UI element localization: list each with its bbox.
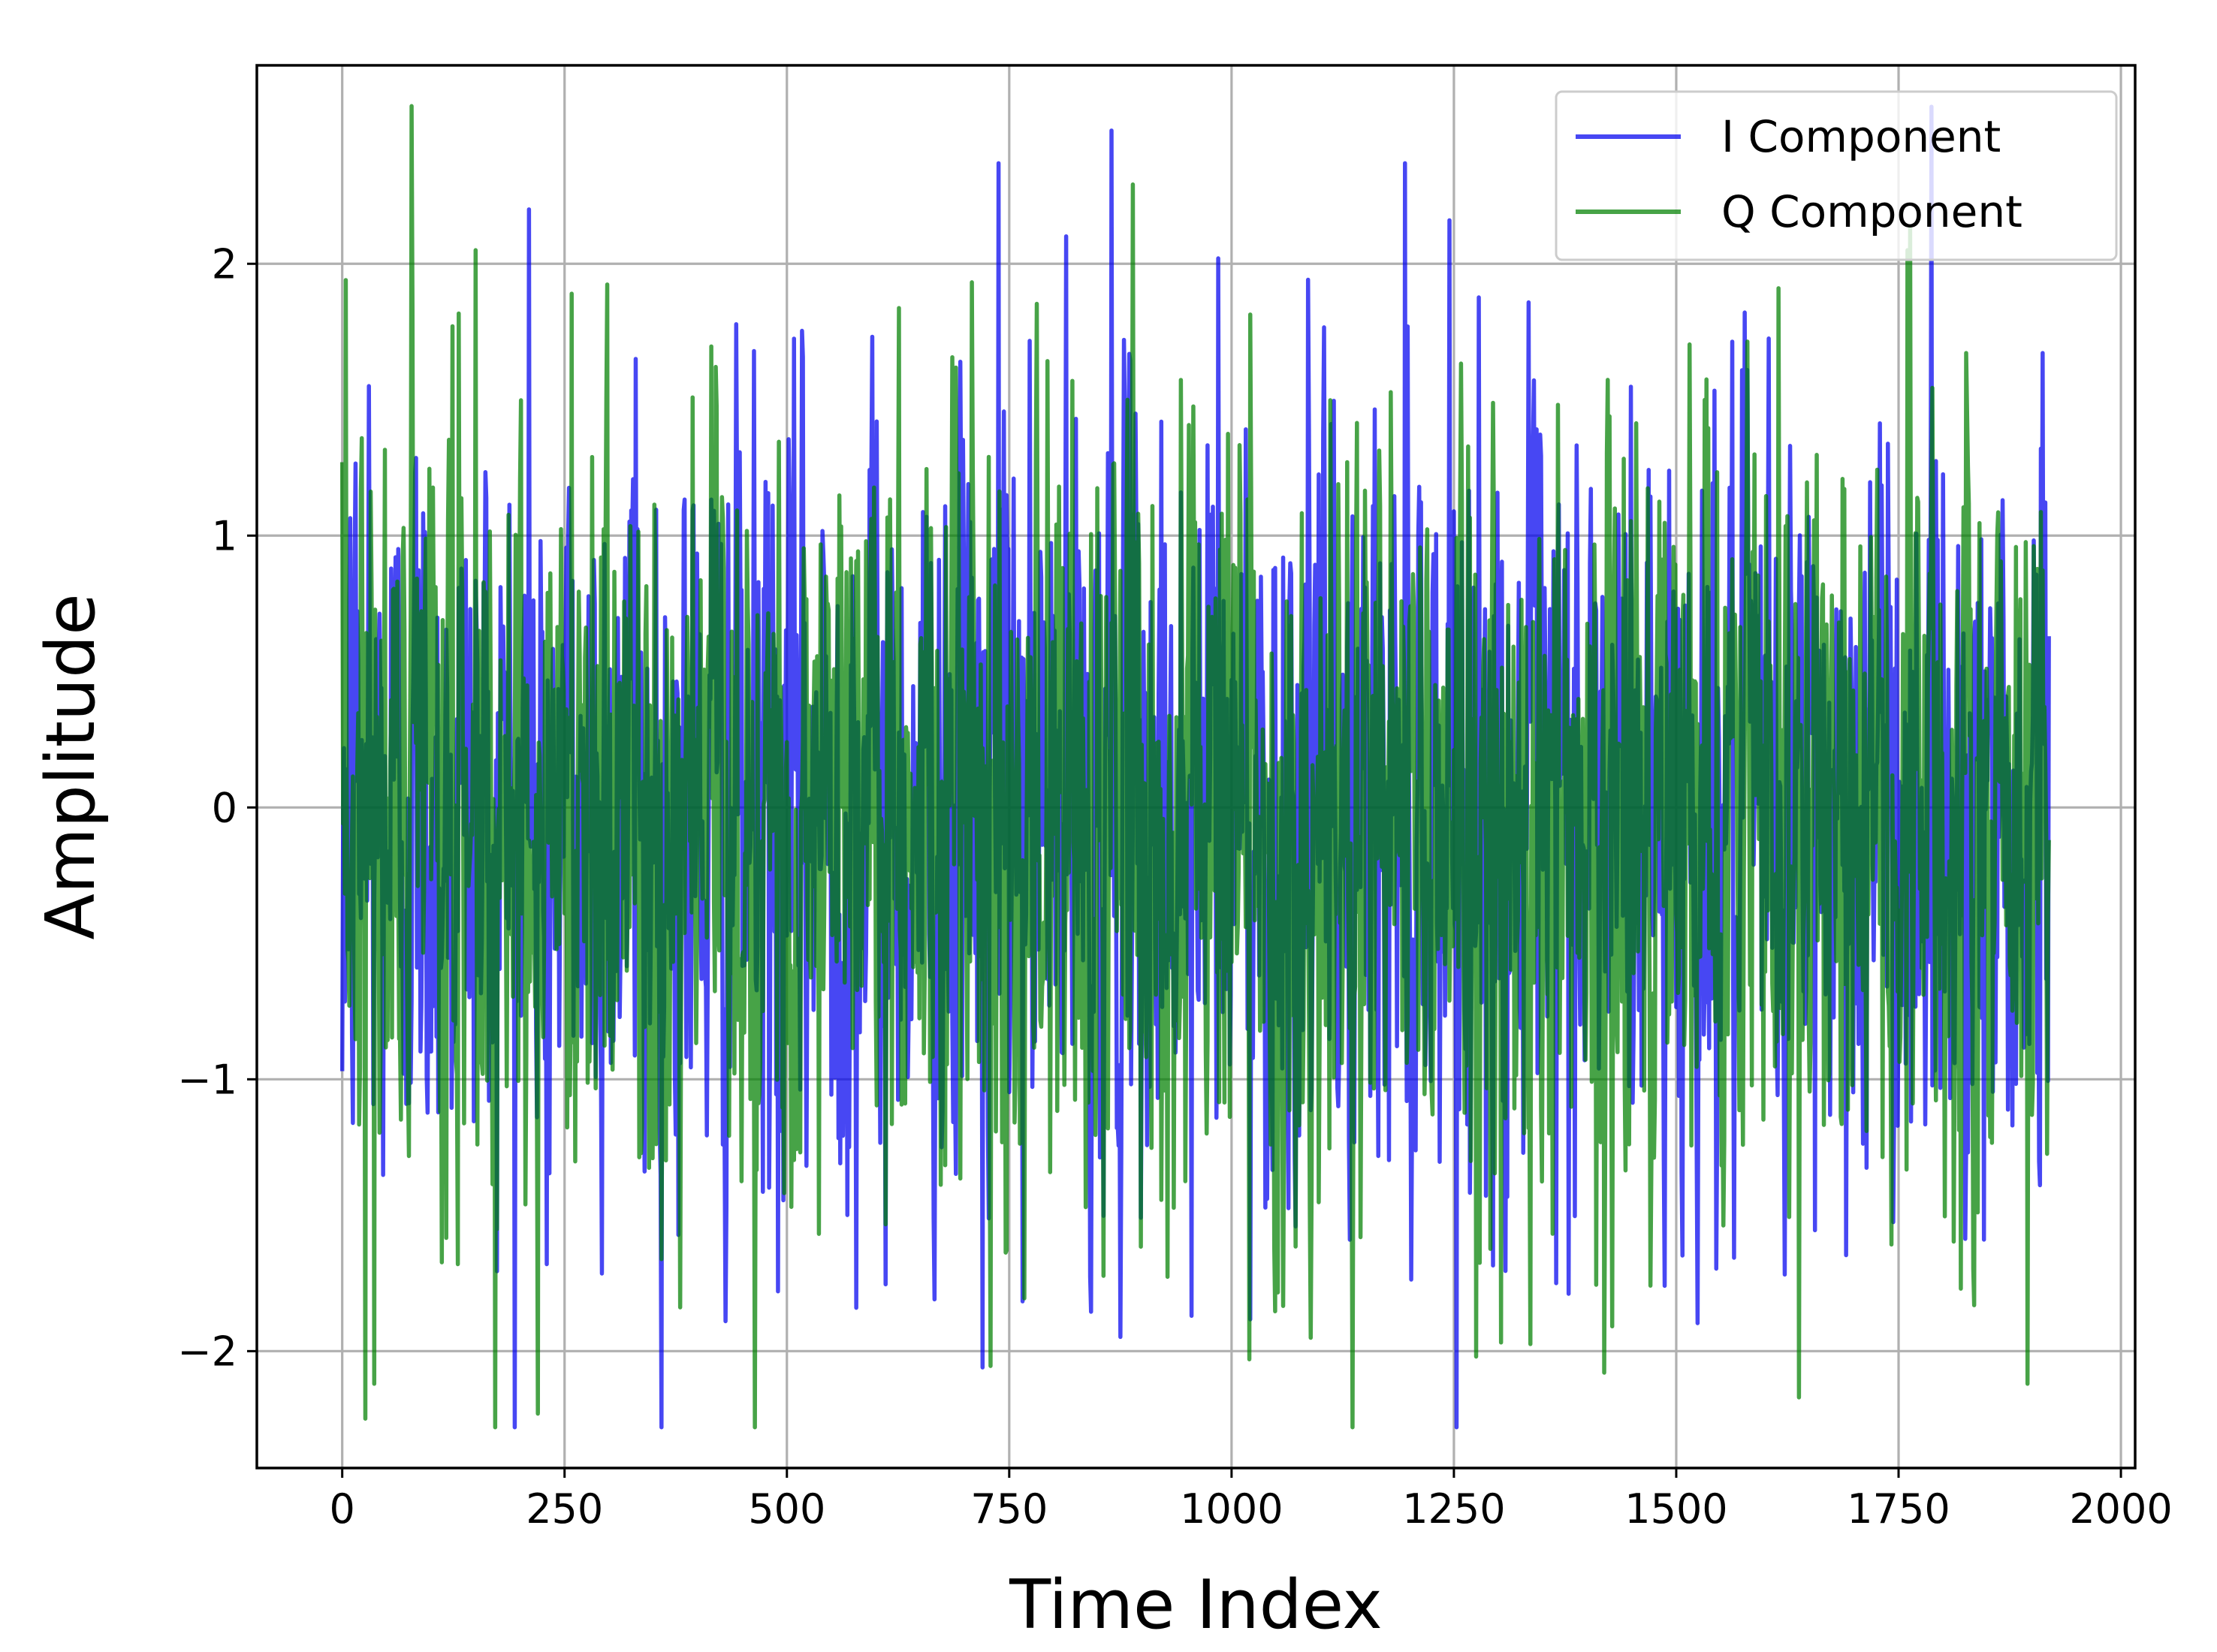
x-tick-label: 1000 xyxy=(1180,1485,1283,1533)
legend-box xyxy=(1555,90,2118,261)
ticks: 0 250 500 750 1000 1250 1500 1750 2000 −2 −1 0 1 2 xyxy=(177,240,2172,1533)
y-tick-label: 2 xyxy=(212,240,237,288)
series-layer xyxy=(339,104,2051,1430)
x-tick-label: 500 xyxy=(748,1485,825,1533)
y-tick-label: −1 xyxy=(177,1056,237,1103)
y-tick-label: −2 xyxy=(177,1328,237,1375)
y-axis-label: Amplitude xyxy=(32,593,110,939)
legend: I Component Q Component xyxy=(1555,90,2118,261)
y-tick-label: 1 xyxy=(212,512,237,559)
x-tick-label: 0 xyxy=(330,1485,355,1533)
y-tick-label: 0 xyxy=(212,784,237,831)
legend-label-i-component: I Component xyxy=(1721,111,2001,162)
x-tick-label: 750 xyxy=(970,1485,1048,1533)
plot-frame xyxy=(255,64,2137,1470)
x-tick-label: 1750 xyxy=(1847,1485,1950,1533)
series-line-q-component xyxy=(339,104,2051,1430)
x-tick-label: 2000 xyxy=(2069,1485,2172,1533)
x-tick-label: 1250 xyxy=(1402,1485,1505,1533)
x-tick-label: 250 xyxy=(526,1485,603,1533)
x-axis-label: Time Index xyxy=(1009,1566,1383,1644)
legend-label-q-component: Q Component xyxy=(1721,186,2022,237)
x-tick-label: 1500 xyxy=(1624,1485,1727,1533)
